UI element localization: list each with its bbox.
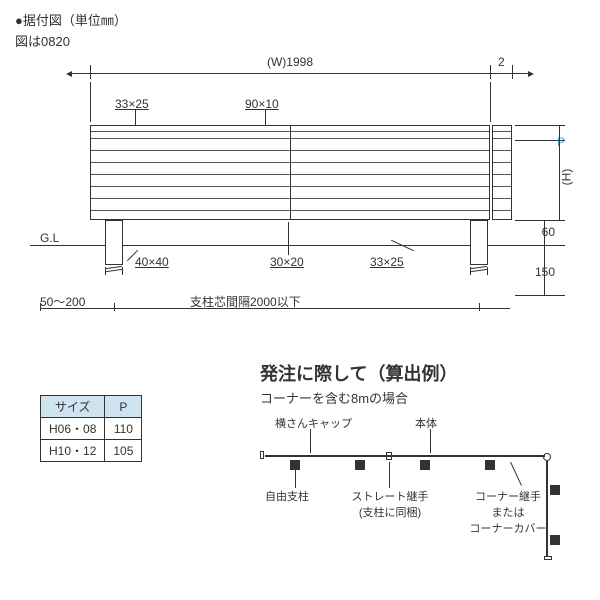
- leader: [389, 462, 390, 488]
- post-marker: [420, 460, 430, 470]
- pitch-table: サイズ P H06・08 110 H10・12 105: [40, 395, 142, 462]
- ext-line: [515, 125, 565, 126]
- cell-p: 105: [105, 440, 142, 462]
- tick: [114, 303, 115, 311]
- label-33x25: 33×25: [370, 255, 404, 269]
- dim-line-bottom: [40, 308, 510, 309]
- post-marker: [550, 535, 560, 545]
- adjacent-panel: [492, 125, 512, 220]
- dim-line: [544, 220, 545, 245]
- dim-tick: [90, 65, 91, 79]
- post-marker: [485, 460, 495, 470]
- leader: [265, 110, 266, 125]
- title-block: ●据付図（単位㎜） 図は0820: [15, 10, 127, 50]
- label-30x20: 30×20: [270, 255, 304, 269]
- post-marker: [355, 460, 365, 470]
- post-marker: [290, 460, 300, 470]
- table-row: H06・08 110: [41, 418, 142, 440]
- label-top-rail: 90×10: [245, 97, 279, 111]
- label-straight-text: ストレート継手: [352, 491, 429, 503]
- cell-size: H10・12: [41, 440, 105, 462]
- label-corner-text: コーナー継手: [475, 491, 541, 503]
- ext-line: [490, 82, 491, 122]
- label-post: 自由支柱: [265, 488, 309, 504]
- tick: [40, 303, 41, 311]
- leader: [135, 110, 136, 125]
- dim-width-label: (W)1998: [120, 55, 460, 69]
- label-side-rail: 33×25: [115, 97, 149, 111]
- gl-label: G.L: [40, 231, 59, 245]
- post-leg: [470, 220, 488, 275]
- elevation-drawing: (W)1998 2 33×25 90×10 P (H) 60 150: [30, 55, 570, 325]
- cell-size: H06・08: [41, 418, 105, 440]
- order-title: 発注に際して（算出例）: [260, 360, 585, 386]
- leader: [430, 429, 431, 453]
- corner-joint: [543, 453, 551, 461]
- dim-tick: [490, 65, 491, 79]
- label-corner-note: または: [492, 507, 525, 519]
- dim-h: (H): [560, 169, 574, 186]
- plan-drawing: 横さんキャップ 本体 自由支柱 ストレート継手 (支柱に同梱) コ: [260, 415, 585, 565]
- dim-line: [544, 245, 545, 295]
- leader: [310, 429, 311, 453]
- table-row: H10・12 105: [41, 440, 142, 462]
- label-40x40: 40×40: [135, 255, 169, 269]
- dim-tick: [512, 65, 513, 79]
- subtitle: 図は0820: [15, 31, 127, 50]
- tick: [479, 303, 480, 311]
- leader: [288, 222, 289, 255]
- leader: [295, 470, 296, 488]
- bullet: ●: [15, 13, 23, 28]
- ext-line: [515, 220, 565, 221]
- dim-width-line: [70, 73, 530, 74]
- mid-post: [290, 126, 291, 219]
- post-leg: [105, 220, 123, 275]
- ext-line: [90, 82, 91, 122]
- straight-joint: [386, 452, 392, 460]
- order-section: 発注に際して（算出例） コーナーを含む8mの場合 横さんキャップ 本体 自由支柱…: [260, 360, 585, 407]
- cell-p: 110: [105, 418, 142, 440]
- label-corner-cover: コーナーカバー: [470, 523, 547, 535]
- label-straight: ストレート継手 (支柱に同梱): [335, 488, 445, 520]
- title-line: ●据付図（単位㎜）: [15, 10, 127, 29]
- end-cap: [260, 451, 264, 459]
- label-cap: 横さんキャップ: [275, 415, 352, 431]
- dim-gap-label: 2: [498, 55, 505, 69]
- ext-line: [515, 140, 565, 141]
- order-subtitle: コーナーを含む8mの場合: [260, 388, 585, 407]
- title-text: 据付図（単位㎜）: [23, 13, 127, 28]
- fence-body: [90, 125, 490, 220]
- th-p: P: [105, 396, 142, 418]
- label-straight-note: (支柱に同梱): [359, 507, 421, 519]
- plan-rail: [515, 455, 545, 457]
- th-size: サイズ: [41, 396, 105, 418]
- ext-line: [515, 295, 565, 296]
- label-corner: コーナー継手 または コーナーカバー: [458, 488, 558, 536]
- label-body: 本体: [415, 415, 437, 431]
- leader: [510, 462, 522, 486]
- end-cap: [544, 556, 552, 560]
